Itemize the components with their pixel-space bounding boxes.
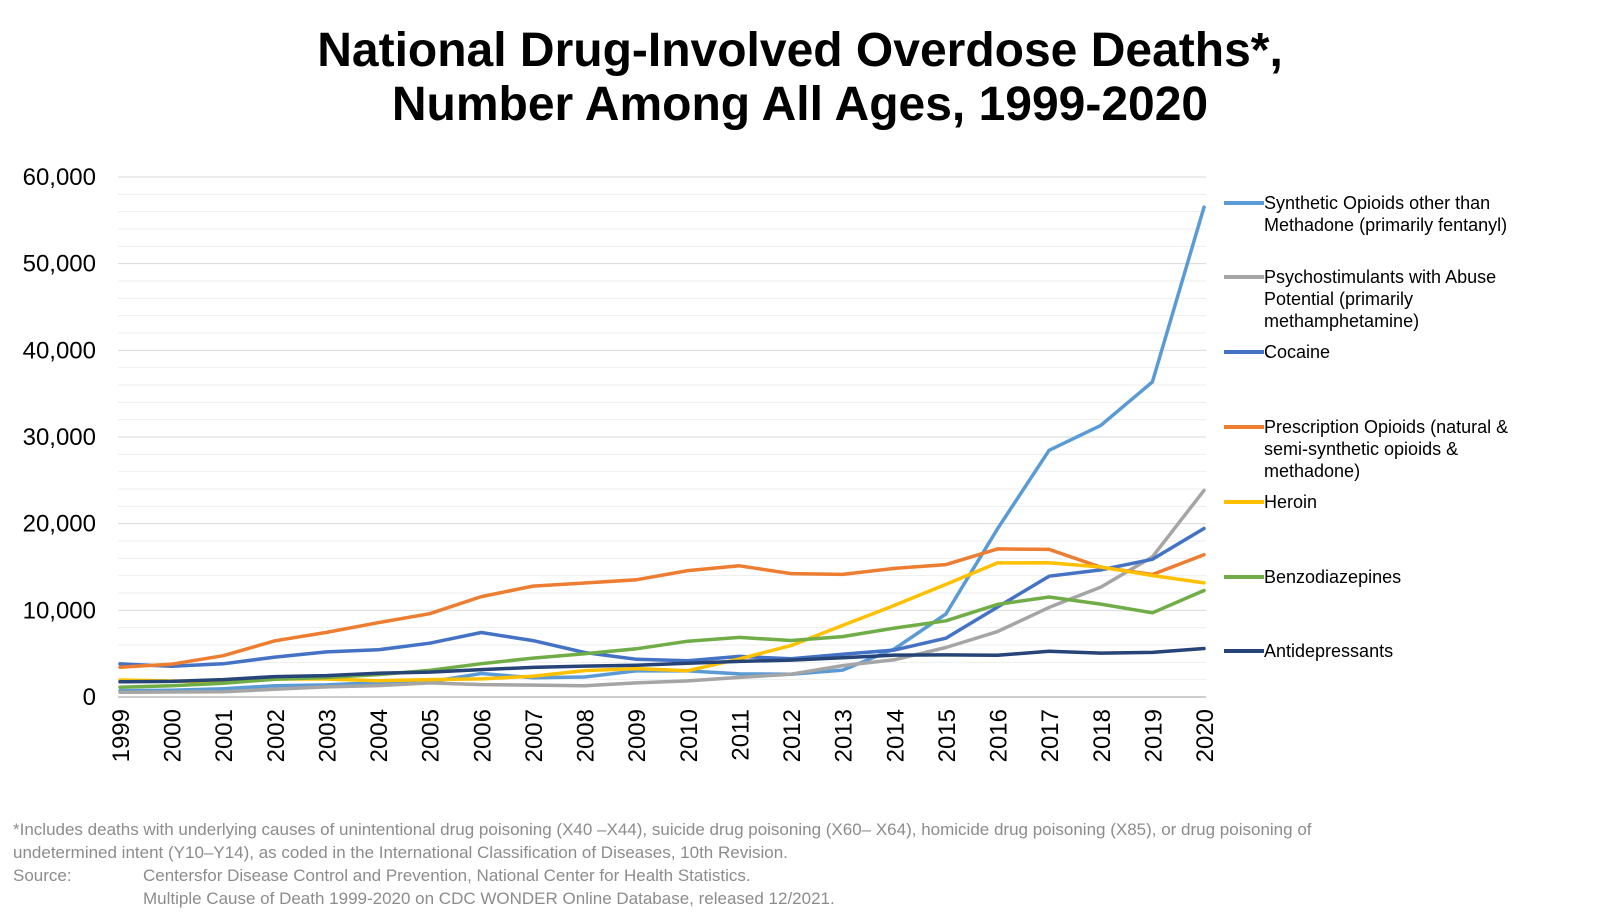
source-line-1: Centersfor Disease Control and Preventio… [143,866,751,885]
y-tick-label: 40,000 [23,337,96,364]
x-tick-label: 2004 [366,709,393,762]
legend-swatch [1224,425,1264,429]
y-tick-label: 20,000 [23,511,96,538]
y-tick-label: 10,000 [23,597,96,624]
legend-swatch [1224,575,1264,579]
y-tick-label: 0 [83,684,96,711]
x-tick-label: 2006 [469,709,496,762]
legend-swatch [1224,275,1264,279]
legend-swatch [1224,500,1264,504]
series-line-5 [118,588,1206,689]
legend-label: Heroin [1264,492,1318,512]
x-axis: 1999 2000 2001 2002 2003 2004 2005 2006 2007 2008… [108,709,1219,762]
x-tick-label: 2009 [624,709,651,762]
legend-label: Prescription Opioids (natural & semi-syn… [1264,417,1509,481]
legend-swatch [1224,350,1264,354]
legend-label: Synthetic Opioids other than Methadone (… [1264,193,1508,235]
x-tick-label: 2003 [314,709,341,762]
y-tick-label: 60,000 [23,164,96,191]
x-tick-label: 2020 [1192,709,1219,762]
legend-swatch [1224,649,1264,653]
source-line-2: Multiple Cause of Death 1999-2020 on CDC… [143,889,835,908]
legend-label: Psychostimulants with Abuse Potential (p… [1264,267,1497,331]
footnote-line-2: undetermined intent (Y10–Y14), as coded … [13,843,788,862]
legend-label: Antidepressants [1264,641,1394,661]
x-tick-label: 2007 [521,709,548,762]
chart-title: National Drug-Involved Overdose Deaths*,… [0,24,1600,132]
x-tick-label: 2012 [779,709,806,762]
source-row-1: Source: Centersfor Disease Control and P… [13,864,1588,887]
x-tick-label: 2017 [1037,709,1064,762]
x-tick-label: 2014 [882,709,909,762]
y-tick-label: 30,000 [23,424,96,451]
major-gridlines [118,176,1206,698]
x-tick-label: 2000 [160,709,187,762]
x-tick-label: 2016 [986,709,1013,762]
source-row-2: Multiple Cause of Death 1999-2020 on CDC… [13,887,1588,910]
series-lines [118,205,1206,695]
x-tick-label: 2001 [211,709,238,762]
x-tick-label: 2019 [1140,709,1167,762]
source-label: Source: [13,866,72,885]
footnote-line-1: *Includes deaths with underlying causes … [13,820,1312,839]
x-tick-label: 2002 [263,709,290,762]
x-tick-label: 1999 [108,709,135,762]
x-tick-label: 2015 [934,709,961,762]
series-line-1 [118,488,1206,695]
series-line-6 [118,646,1206,684]
x-tick-label: 2013 [831,709,858,762]
y-axis: 0 10,000 20,000 30,000 40,000 50,000 60,000 [23,164,96,711]
chart-title-line-1: National Drug-Involved Overdose Deaths*, [317,24,1283,77]
series-line-3 [118,547,1206,669]
legend-label: Cocaine [1264,342,1331,362]
y-tick-label: 50,000 [23,251,96,278]
x-tick-label: 2010 [676,709,703,762]
legend-label: Benzodiazepines [1264,567,1402,587]
series-line-0 [118,205,1206,693]
footnote: *Includes deaths with underlying causes … [13,818,1588,910]
chart-title-line-2: Number Among All Ages, 1999-2020 [391,78,1209,131]
x-tick-label: 2005 [418,709,445,762]
line-chart: 0 10,000 20,000 30,000 40,000 50,000 60,000 19… [23,164,1219,762]
x-tick-label: 2011 [727,709,754,761]
x-tick-label: 2018 [1089,709,1116,762]
series-line-2 [118,526,1206,669]
minor-gridlines [118,193,1206,681]
legend-swatch [1224,201,1264,205]
x-tick-label: 2008 [573,709,600,762]
